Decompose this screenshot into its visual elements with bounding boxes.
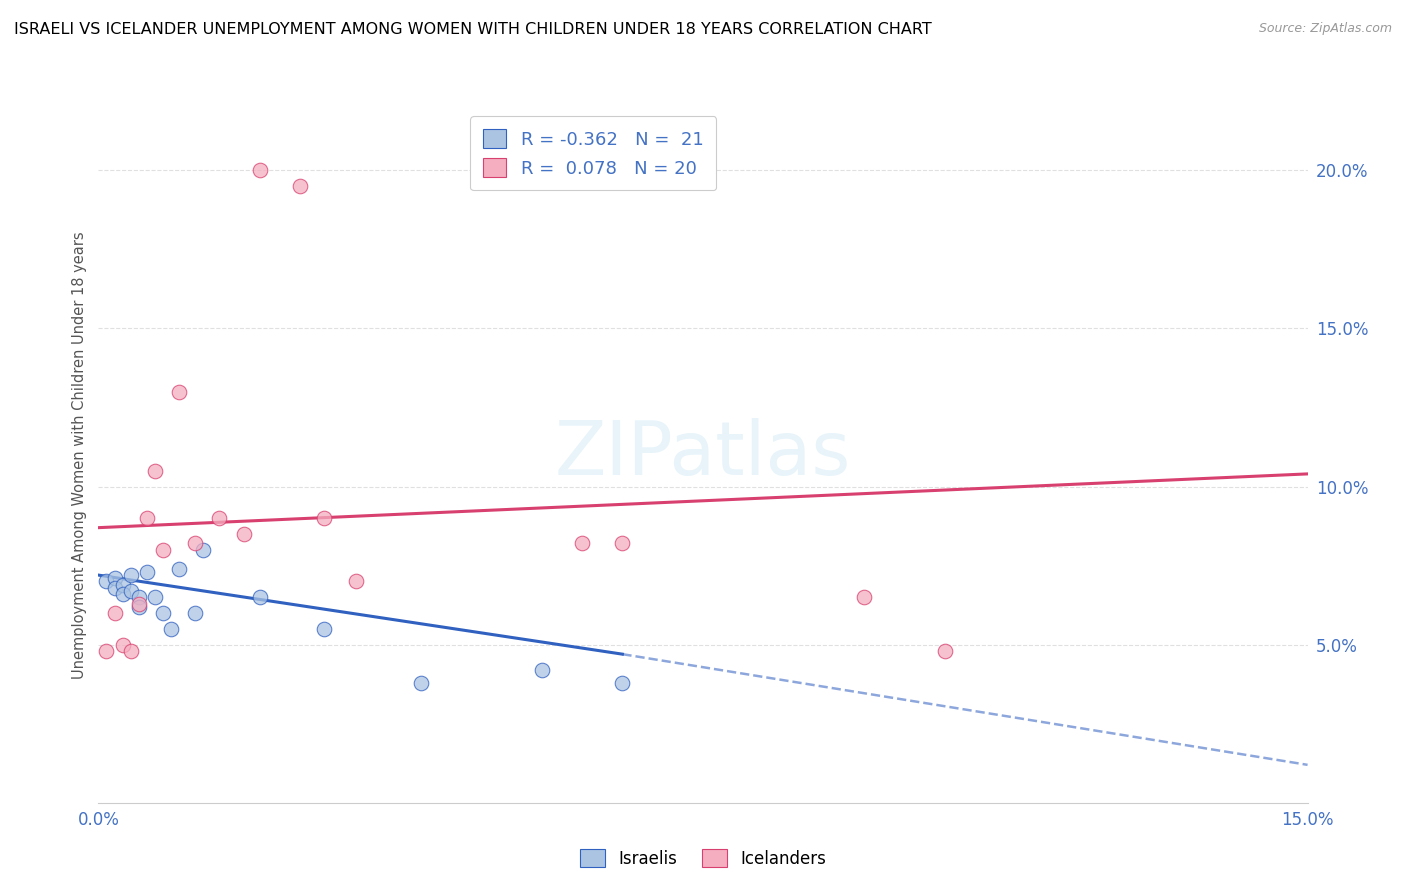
Point <box>103 571 125 585</box>
Point <box>344 574 367 589</box>
Point <box>120 583 142 598</box>
Point <box>96 644 118 658</box>
Point <box>193 542 215 557</box>
Point <box>184 606 207 620</box>
Point <box>143 464 166 478</box>
Point <box>249 591 271 605</box>
Point <box>103 606 125 620</box>
Point <box>103 581 125 595</box>
Point <box>152 606 174 620</box>
Point <box>120 644 142 658</box>
Point <box>934 644 956 658</box>
Point <box>409 675 432 690</box>
Point <box>314 511 336 525</box>
Point <box>111 638 134 652</box>
Point <box>184 536 207 550</box>
Point <box>120 568 142 582</box>
Point <box>571 536 593 550</box>
Point <box>314 622 336 636</box>
Text: ZIPatlas: ZIPatlas <box>555 418 851 491</box>
Point <box>208 511 231 525</box>
Point <box>135 565 157 579</box>
Point <box>160 622 183 636</box>
Point <box>135 511 157 525</box>
Point <box>530 663 553 677</box>
Point <box>111 587 134 601</box>
Point <box>128 599 150 614</box>
Point <box>111 577 134 591</box>
Point <box>288 179 311 194</box>
Y-axis label: Unemployment Among Women with Children Under 18 years: Unemployment Among Women with Children U… <box>72 231 87 679</box>
Point <box>128 591 150 605</box>
Point <box>249 163 271 178</box>
Point <box>167 384 190 399</box>
Point <box>143 591 166 605</box>
Point <box>612 536 634 550</box>
Point <box>232 527 254 541</box>
Text: Source: ZipAtlas.com: Source: ZipAtlas.com <box>1258 22 1392 36</box>
Point <box>853 591 876 605</box>
Point <box>612 675 634 690</box>
Point <box>128 597 150 611</box>
Point <box>96 574 118 589</box>
Point <box>167 562 190 576</box>
Text: ISRAELI VS ICELANDER UNEMPLOYMENT AMONG WOMEN WITH CHILDREN UNDER 18 YEARS CORRE: ISRAELI VS ICELANDER UNEMPLOYMENT AMONG … <box>14 22 932 37</box>
Point <box>152 542 174 557</box>
Legend: Israelis, Icelanders: Israelis, Icelanders <box>574 842 832 874</box>
